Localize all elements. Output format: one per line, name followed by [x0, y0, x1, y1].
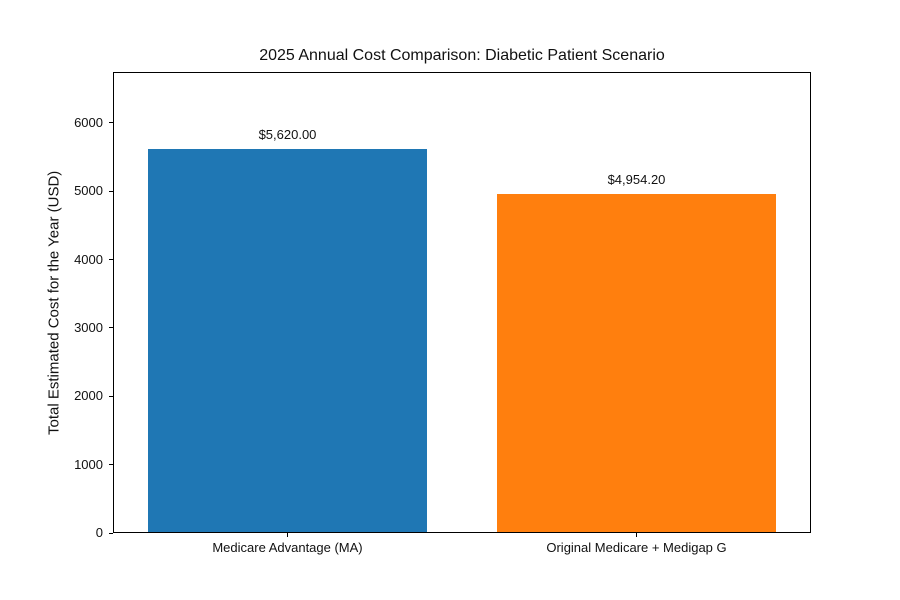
y-tick-label: 4000 [74, 251, 103, 267]
bar-value-label: $5,620.00 [258, 126, 317, 142]
x-tick-label: Original Medicare + Medigap G [546, 540, 727, 555]
y-tick-label: 5000 [74, 183, 103, 199]
y-tick-label: 1000 [74, 456, 103, 472]
y-tick-label: 2000 [74, 388, 103, 404]
y-tick-mark [109, 464, 113, 466]
y-tick-label: 6000 [74, 114, 103, 130]
x-tick-label: Medicare Advantage (MA) [212, 540, 363, 555]
chart-title: 2025 Annual Cost Comparison: Diabetic Pa… [259, 47, 665, 64]
y-tick-label: 0 [95, 525, 103, 540]
bar-medicare-advantage [147, 148, 428, 533]
x-tick-mark [636, 533, 637, 537]
y-tick-mark [109, 395, 113, 397]
bar-value-label: $4,954.20 [607, 172, 666, 188]
x-tick-mark [287, 533, 288, 537]
y-tick-mark [109, 122, 113, 124]
bar-original-medicare-medigap [496, 194, 777, 533]
y-tick-mark [109, 259, 113, 261]
y-tick-label: 3000 [74, 319, 103, 335]
y-tick-mark [109, 532, 113, 534]
y-tick-mark [109, 327, 113, 329]
y-tick-mark [109, 190, 113, 192]
